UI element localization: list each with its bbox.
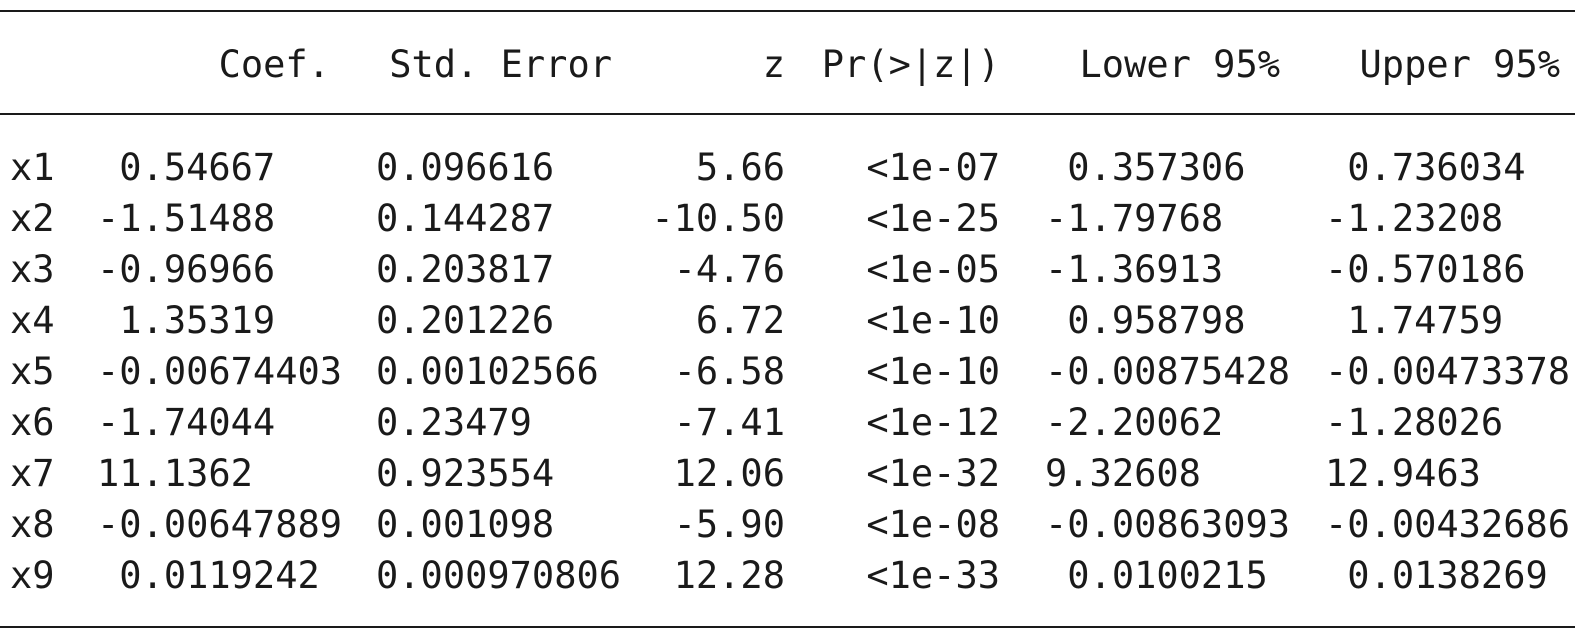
upper-95-cell: -1.28026	[1325, 401, 1504, 444]
std-error-cell: 0.201226	[376, 299, 555, 342]
p-value-cell: <1e-12	[866, 401, 1000, 444]
coef-cell: -0.00674403	[97, 350, 343, 393]
p-value-cell: <1e-25	[866, 197, 1000, 240]
row-label: x2	[10, 197, 55, 240]
coef-cell: 1.35319	[97, 299, 276, 342]
upper-95-cell: -1.23208	[1325, 197, 1504, 240]
table-bottom-rule	[0, 626, 1575, 628]
z-cell: 12.06	[673, 452, 785, 495]
std-error-cell: 0.923554	[376, 452, 555, 495]
lower-95-cell: 0.958798	[1045, 299, 1246, 342]
lower-95-cell: -0.00863093	[1045, 503, 1291, 546]
table-top-rule	[0, 10, 1575, 12]
std-error-cell: 0.000970806	[376, 554, 622, 597]
header-std-error: Std. Error	[389, 43, 612, 86]
table-header-rule	[0, 113, 1575, 115]
std-error-cell: 0.23479	[376, 401, 532, 444]
header-coef: Coef.	[218, 43, 330, 86]
p-value-cell: <1e-32	[866, 452, 1000, 495]
upper-95-cell: -0.00432686	[1325, 503, 1571, 546]
upper-95-cell: 0.736034	[1325, 146, 1526, 189]
coef-cell: -1.74044	[97, 401, 276, 444]
p-value-cell: <1e-33	[866, 554, 1000, 597]
header-upper-95: Upper 95%	[1359, 43, 1560, 86]
lower-95-cell: -2.20062	[1045, 401, 1224, 444]
p-value-cell: <1e-05	[866, 248, 1000, 291]
std-error-cell: 0.144287	[376, 197, 555, 240]
coef-cell: 11.1362	[97, 452, 253, 495]
header-p-value: Pr(>|z|)	[821, 43, 1000, 86]
std-error-cell: 0.001098	[376, 503, 555, 546]
header-z: z	[762, 43, 785, 86]
row-label: x9	[10, 554, 55, 597]
z-cell: -5.90	[673, 503, 785, 546]
std-error-cell: 0.096616	[376, 146, 555, 189]
p-value-cell: <1e-10	[866, 350, 1000, 393]
row-label: x1	[10, 146, 55, 189]
z-cell: 5.66	[695, 146, 785, 189]
std-error-cell: 0.203817	[376, 248, 555, 291]
upper-95-cell: -0.00473378	[1325, 350, 1571, 393]
row-label: x5	[10, 350, 55, 393]
lower-95-cell: -1.36913	[1045, 248, 1224, 291]
upper-95-cell: 1.74759	[1325, 299, 1504, 342]
coef-cell: 0.54667	[97, 146, 276, 189]
lower-95-cell: 0.0100215	[1045, 554, 1268, 597]
header-lower-95: Lower 95%	[1079, 43, 1280, 86]
z-cell: -10.50	[651, 197, 785, 240]
std-error-cell: 0.00102566	[376, 350, 599, 393]
coef-cell: -0.00647889	[97, 503, 343, 546]
z-cell: -7.41	[673, 401, 785, 444]
row-label: x8	[10, 503, 55, 546]
lower-95-cell: -1.79768	[1045, 197, 1224, 240]
lower-95-cell: 0.357306	[1045, 146, 1246, 189]
row-label: x3	[10, 248, 55, 291]
coef-cell: -0.96966	[97, 248, 276, 291]
z-cell: 6.72	[695, 299, 785, 342]
upper-95-cell: 0.0138269	[1325, 554, 1548, 597]
row-label: x4	[10, 299, 55, 342]
upper-95-cell: -0.570186	[1325, 248, 1526, 291]
p-value-cell: <1e-08	[866, 503, 1000, 546]
z-cell: -6.58	[673, 350, 785, 393]
upper-95-cell: 12.9463	[1325, 452, 1481, 495]
row-label: x6	[10, 401, 55, 444]
z-cell: -4.76	[673, 248, 785, 291]
z-cell: 12.28	[673, 554, 785, 597]
p-value-cell: <1e-07	[866, 146, 1000, 189]
row-label: x7	[10, 452, 55, 495]
lower-95-cell: 9.32608	[1045, 452, 1201, 495]
coef-cell: -1.51488	[97, 197, 276, 240]
lower-95-cell: -0.00875428	[1045, 350, 1291, 393]
p-value-cell: <1e-10	[866, 299, 1000, 342]
coef-cell: 0.0119242	[97, 554, 320, 597]
